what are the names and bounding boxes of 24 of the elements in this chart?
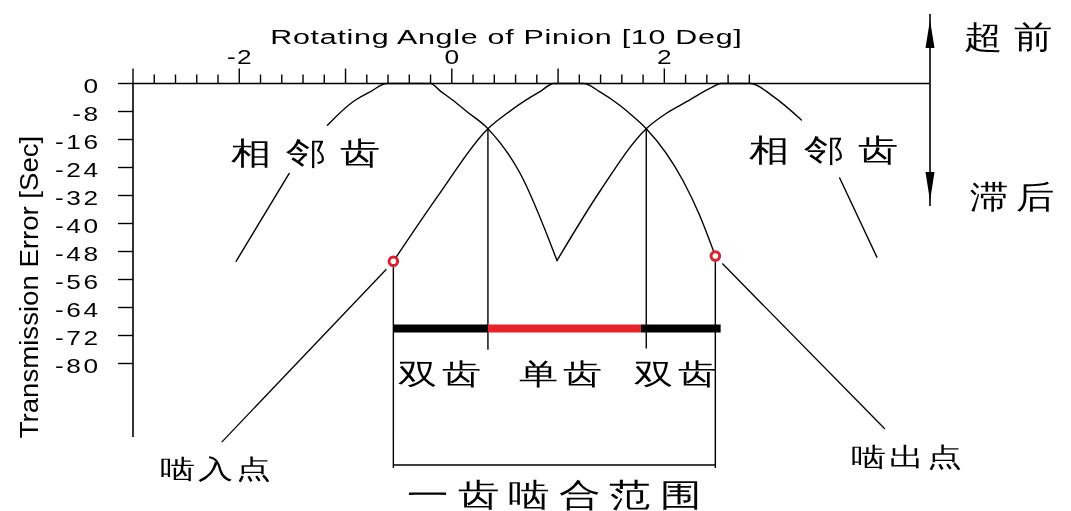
annotation: 单齿: [518, 357, 607, 390]
annotation: 啮出点: [851, 442, 966, 472]
annotation: 相邻齿: [231, 135, 396, 171]
annotation: 双齿: [633, 357, 722, 390]
y-tick-label: -64: [55, 297, 101, 322]
y-axis-title: Transmission Error [Sec]: [14, 135, 44, 439]
y-tick-label: -24: [55, 157, 101, 182]
y-tick-label: -40: [55, 213, 101, 238]
x-tick-label: 2: [657, 44, 673, 69]
annotation: 啮入点: [160, 454, 274, 485]
annotation: 滞后: [969, 179, 1063, 215]
y-tick-label: -56: [55, 269, 101, 294]
annotation: 一齿啮合范围: [407, 476, 711, 511]
y-tick-label: -32: [55, 185, 101, 210]
y-tick-label: -80: [55, 353, 101, 378]
annotation: 超前: [963, 19, 1065, 55]
y-tick-label: 0: [83, 73, 101, 98]
annotation: 相邻齿: [749, 132, 914, 168]
y-tick-label: -16: [55, 129, 101, 154]
y-tick-label: -8: [72, 101, 101, 126]
x-tick-label: -2: [226, 44, 253, 69]
y-tick-label: -72: [55, 325, 101, 350]
annotation: 双齿: [397, 357, 486, 390]
y-tick-label: -48: [55, 241, 101, 266]
